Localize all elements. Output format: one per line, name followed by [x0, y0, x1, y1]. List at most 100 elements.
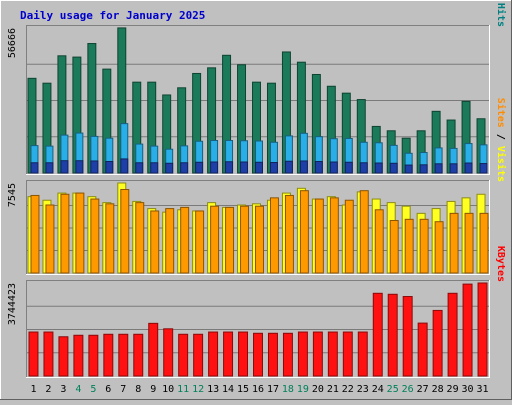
x-tick-label-22: 22 — [342, 384, 354, 395]
bar-kbytes-6 — [103, 333, 114, 377]
bar-sites-22 — [344, 199, 354, 274]
x-tick-label-18: 18 — [282, 384, 294, 395]
bar-pages-24 — [374, 162, 383, 174]
bar-pages-1 — [30, 162, 39, 174]
legend-item-hits-files-pages-4: Hits — [495, 3, 507, 27]
bar-pages-13 — [210, 161, 219, 174]
bar-kbytes-4 — [73, 334, 84, 377]
bar-pages-17 — [269, 162, 278, 174]
bar-pages-7 — [120, 158, 129, 174]
bar-kbytes-10 — [163, 328, 174, 377]
bar-pages-6 — [105, 160, 114, 174]
bar-kbytes-30 — [462, 283, 473, 377]
x-tick-label-20: 20 — [312, 384, 324, 395]
bar-pages-31 — [479, 163, 488, 174]
bar-pages-25 — [389, 162, 398, 174]
bar-pages-23 — [359, 162, 368, 174]
x-tick-label-4: 4 — [75, 384, 81, 395]
bar-kbytes-31 — [477, 282, 488, 377]
bar-kbytes-23 — [357, 331, 368, 377]
bar-kbytes-24 — [372, 292, 383, 377]
x-tick-label-13: 13 — [207, 384, 219, 395]
bar-sites-9 — [150, 210, 160, 274]
bar-pages-10 — [165, 162, 174, 174]
bar-kbytes-11 — [178, 333, 189, 377]
bar-sites-10 — [165, 208, 175, 274]
bar-sites-21 — [329, 197, 339, 274]
x-tick-label-25: 25 — [387, 384, 399, 395]
bar-kbytes-2 — [43, 331, 54, 377]
bar-pages-8 — [135, 162, 144, 174]
x-tick-label-9: 9 — [150, 384, 156, 395]
bar-sites-4 — [75, 192, 85, 274]
bar-sites-15 — [240, 205, 250, 274]
bar-pages-22 — [344, 161, 353, 174]
bar-sites-30 — [464, 212, 474, 274]
bar-pages-28 — [434, 163, 443, 174]
bar-sites-20 — [314, 198, 324, 274]
bar-pages-20 — [314, 160, 323, 174]
bar-kbytes-9 — [148, 322, 159, 377]
y-max-label-kbytes: 3744423 — [7, 283, 18, 325]
bar-kbytes-22 — [342, 331, 353, 377]
bar-kbytes-19 — [297, 331, 308, 377]
bar-kbytes-29 — [447, 292, 458, 377]
bar-kbytes-17 — [267, 332, 278, 377]
bar-sites-19 — [299, 190, 309, 274]
bar-kbytes-26 — [402, 296, 413, 377]
legend-visits-sites: Sites / Visits — [495, 98, 507, 182]
bar-sites-11 — [180, 206, 190, 274]
x-tick-label-6: 6 — [105, 384, 111, 395]
x-tick-label-26: 26 — [402, 384, 414, 395]
legend-item-hits-files-pages-3: / — [495, 0, 506, 3]
bar-sites-2 — [45, 204, 55, 274]
bar-pages-27 — [419, 164, 428, 174]
legend-item-visits-sites-2: Visits — [495, 146, 507, 182]
bar-kbytes-16 — [253, 332, 263, 377]
x-tick-label-12: 12 — [192, 384, 204, 395]
bar-kbytes-18 — [282, 332, 293, 377]
bar-kbytes-15 — [238, 331, 249, 377]
bar-kbytes-14 — [223, 331, 234, 377]
x-tick-label-23: 23 — [357, 384, 369, 395]
bar-pages-3 — [60, 160, 69, 174]
bar-sites-17 — [269, 197, 279, 274]
x-tick-label-14: 14 — [222, 384, 234, 395]
bar-kbytes-21 — [327, 331, 338, 377]
bar-kbytes-25 — [387, 293, 398, 377]
bar-sites-12 — [195, 210, 205, 274]
x-tick-label-17: 17 — [267, 384, 279, 395]
bar-kbytes-7 — [118, 333, 129, 377]
bar-kbytes-20 — [312, 331, 323, 377]
legend-item-kbytes-0: KBytes — [495, 246, 506, 282]
bar-sites-18 — [284, 194, 294, 274]
x-tick-label-7: 7 — [120, 384, 126, 395]
bar-pages-11 — [180, 162, 189, 174]
bar-sites-24 — [374, 209, 384, 274]
x-tick-label-16: 16 — [252, 384, 264, 395]
bar-pages-9 — [150, 162, 159, 174]
x-tick-label-3: 3 — [60, 384, 66, 395]
x-tick-label-11: 11 — [177, 384, 189, 395]
x-tick-label-8: 8 — [135, 384, 141, 395]
bar-sites-26 — [404, 218, 414, 274]
bar-pages-2 — [45, 162, 54, 174]
legend-item-visits-sites-0: Sites — [495, 98, 507, 128]
bar-sites-5 — [90, 198, 100, 274]
x-tick-label-24: 24 — [372, 384, 384, 395]
bar-pages-19 — [299, 160, 308, 174]
bar-sites-29 — [449, 212, 459, 274]
bar-pages-30 — [464, 162, 473, 174]
x-tick-label-10: 10 — [162, 384, 174, 395]
bar-pages-15 — [240, 161, 249, 174]
legend-kbytes: KBytes — [495, 246, 506, 282]
bar-pages-14 — [225, 161, 234, 174]
bar-sites-28 — [434, 221, 444, 274]
bar-kbytes-13 — [208, 331, 219, 377]
bar-kbytes-8 — [133, 333, 144, 377]
bar-kbytes-1 — [28, 331, 39, 377]
bar-kbytes-27 — [417, 322, 428, 377]
bar-pages-21 — [329, 161, 338, 174]
x-tick-label-28: 28 — [432, 384, 444, 395]
